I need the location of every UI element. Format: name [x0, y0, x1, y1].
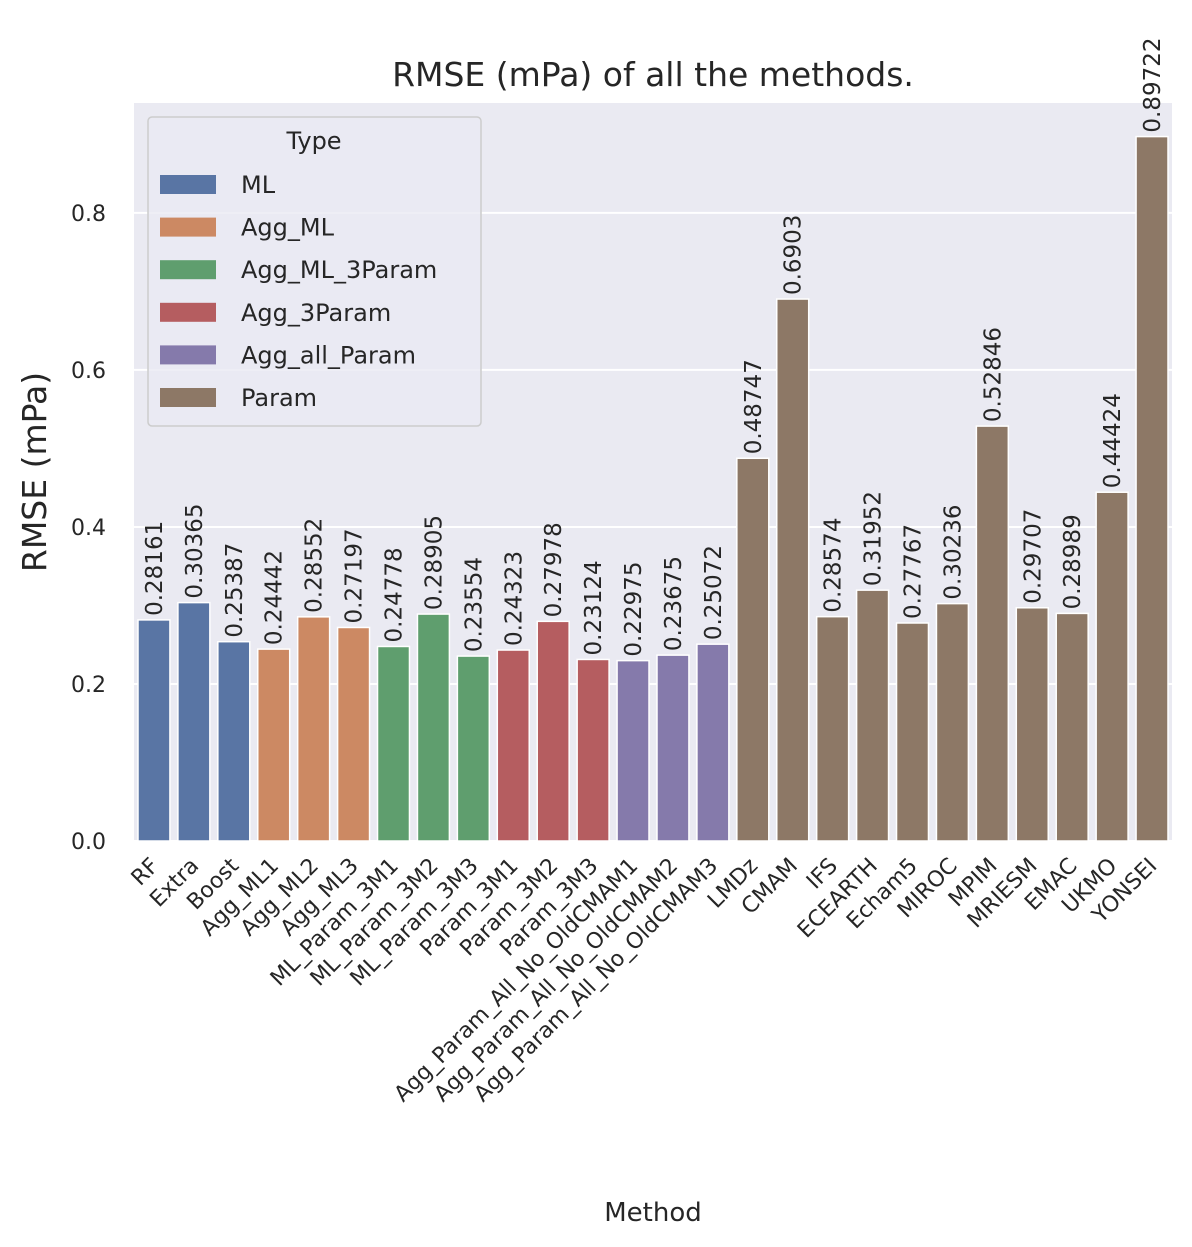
bar-value-label: 0.27978: [541, 522, 567, 617]
bar-value-label: 0.24323: [501, 551, 527, 646]
y-tick-label: 0.6: [71, 359, 106, 384]
bar: [1015, 607, 1049, 842]
bar-value-label: 0.24778: [382, 547, 408, 642]
bar: [456, 655, 491, 842]
y-tick-label: 0.4: [71, 516, 106, 541]
bar-value-label: 0.30365: [182, 503, 208, 598]
bar: [975, 425, 1010, 842]
legend-entry-label: Agg_ML_3Param: [241, 256, 437, 284]
legend: Type ML Agg_ML Agg_ML_3Param Agg_3Param Agg_…: [147, 116, 482, 427]
legend-swatch: [160, 302, 216, 322]
y-tick-label: 0.2: [71, 673, 106, 698]
bar: [257, 648, 291, 842]
bar: [1135, 135, 1169, 842]
bar-value-label: 0.22975: [621, 561, 647, 656]
legend-swatch: [160, 175, 216, 194]
bar-value-label: 0.23554: [461, 557, 487, 652]
bar-value-label: 0.23675: [661, 556, 687, 651]
bars: [137, 135, 1169, 842]
bar: [616, 659, 650, 842]
bar: [656, 654, 690, 842]
bar: [1055, 612, 1089, 842]
legend-title: Type: [285, 127, 341, 155]
bar: [696, 643, 730, 842]
legend-box: [147, 116, 482, 427]
legend-swatch: [160, 388, 216, 407]
bar-value-label: 0.89722: [1140, 37, 1166, 132]
bar: [895, 622, 930, 842]
legend-entry-label: ML: [241, 171, 276, 199]
bar-value-label: 0.30236: [940, 504, 966, 599]
x-tick-labels: RFExtraBoostAgg_ML1Agg_ML2Agg_ML3ML_Para…: [127, 853, 1163, 1107]
bar: [536, 620, 570, 842]
bar-value-label: 0.28161: [142, 521, 168, 616]
bar-value-label: 0.27767: [901, 524, 927, 619]
bar-value-label: 0.24442: [262, 550, 288, 645]
bar: [776, 298, 810, 842]
bar: [736, 457, 770, 842]
legend-swatch: [160, 217, 216, 237]
bar: [855, 589, 890, 842]
bar: [416, 613, 451, 842]
bar: [576, 658, 610, 842]
x-axis-label: Method: [604, 1198, 702, 1228]
bar-value-label: 0.52846: [980, 327, 1006, 422]
bar-value-label: 0.28574: [821, 518, 847, 613]
bar: [296, 616, 331, 842]
legend-entry-label: Param: [241, 384, 317, 412]
legend-entry-label: Agg_all_Param: [241, 341, 416, 369]
bar: [376, 645, 411, 842]
bar-value-label: 0.25072: [701, 545, 727, 640]
bar: [336, 626, 371, 842]
bar-value-label: 0.28552: [302, 518, 328, 613]
bar-value-labels: 0.28161 0.30365 0.25387 0.24442 0.28552 0.271…: [142, 37, 1166, 656]
y-axis-label: RMSE (mPa): [15, 372, 54, 572]
bar: [1095, 491, 1129, 842]
bar-value-label: 0.25387: [222, 543, 248, 638]
y-tick-label: 0.0: [71, 830, 106, 855]
bar-value-label: 0.27197: [342, 528, 368, 623]
legend-items: ML Agg_ML Agg_ML_3Param Agg_3Param Agg_all_P…: [160, 171, 437, 412]
bar: [177, 601, 211, 842]
chart-title: RMSE (mPa) of all the methods.: [392, 55, 914, 94]
bar: [137, 619, 171, 842]
bar-value-label: 0.28989: [1060, 514, 1086, 609]
legend-entry-label: Agg_3Param: [241, 299, 391, 327]
bar-value-label: 0.28905: [421, 515, 447, 610]
bar-value-label: 0.29707: [1020, 509, 1046, 604]
bar: [217, 640, 251, 842]
legend-swatch: [160, 345, 216, 365]
bar-value-label: 0.48747: [741, 359, 767, 454]
bar-value-label: 0.44424: [1100, 393, 1126, 488]
bar-value-label: 0.6903: [781, 215, 807, 295]
legend-entry-label: Agg_ML: [241, 214, 335, 242]
bar: [935, 602, 970, 842]
y-tick-label: 0.8: [71, 202, 106, 227]
bar: [815, 615, 850, 842]
bar-value-label: 0.23124: [581, 560, 607, 655]
y-tick-labels: 0.0 0.2 0.4 0.6 0.8: [71, 202, 106, 855]
bar: [496, 649, 530, 842]
bar-value-label: 0.31952: [861, 491, 887, 586]
legend-swatch: [160, 260, 216, 280]
